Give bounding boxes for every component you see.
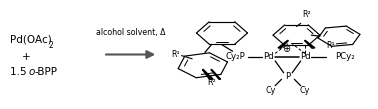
Text: R²: R² xyxy=(207,78,216,87)
Text: Cy: Cy xyxy=(266,86,276,95)
Text: Pd: Pd xyxy=(263,52,274,61)
Text: alcohol solvent, Δ: alcohol solvent, Δ xyxy=(96,28,166,37)
Text: R¹: R¹ xyxy=(326,41,335,50)
Text: 2: 2 xyxy=(49,41,54,50)
Text: PCy₂: PCy₂ xyxy=(335,52,355,61)
Polygon shape xyxy=(305,40,315,48)
Text: +: + xyxy=(22,52,30,62)
Text: 1.5: 1.5 xyxy=(10,67,30,77)
Text: R¹: R¹ xyxy=(171,50,180,59)
Text: o: o xyxy=(29,67,35,77)
Text: -BPP: -BPP xyxy=(35,67,58,77)
Text: P: P xyxy=(285,72,291,81)
Text: Cy: Cy xyxy=(300,86,310,95)
Text: Pd(OAc): Pd(OAc) xyxy=(10,34,52,44)
Polygon shape xyxy=(211,70,221,79)
Text: R²: R² xyxy=(303,10,311,19)
Text: Pd: Pd xyxy=(300,52,310,61)
Text: ⊕: ⊕ xyxy=(282,44,290,54)
Polygon shape xyxy=(278,40,288,48)
Polygon shape xyxy=(202,70,213,79)
Text: Cy₂P: Cy₂P xyxy=(226,52,245,61)
